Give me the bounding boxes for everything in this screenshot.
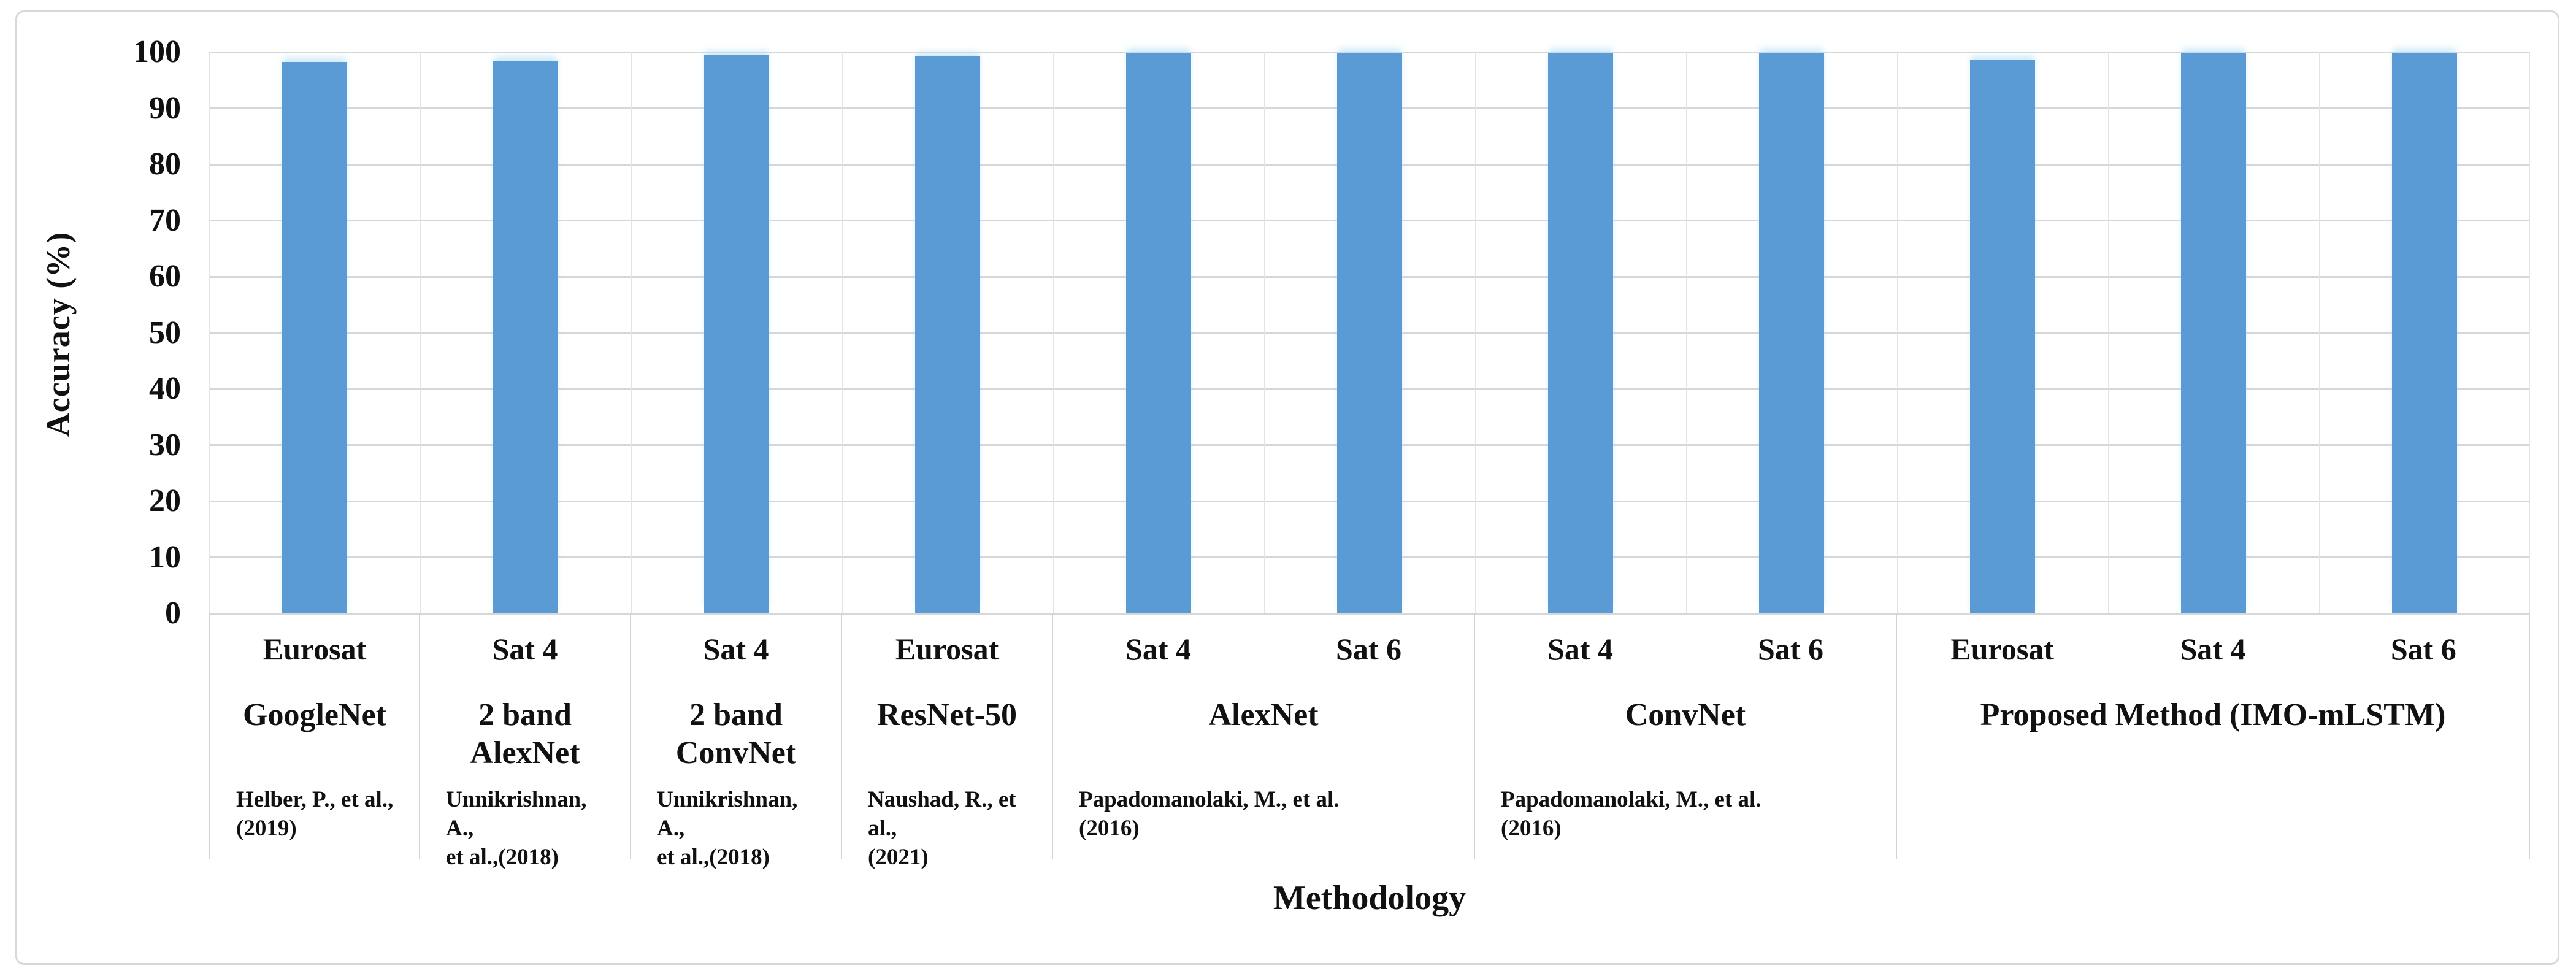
y-axis-tick-label: 60 (149, 259, 181, 294)
method-label: ConvNet (1625, 697, 1746, 732)
x-axis-title: Methodology (1273, 879, 1466, 917)
vertical-gridline (842, 52, 843, 613)
bar-sat4-convnet (1548, 52, 1613, 613)
dataset-label: Sat 4 (1547, 632, 1613, 666)
y-axis-tick-label: 50 (149, 315, 181, 350)
dataset-label: Sat 6 (2390, 632, 2456, 666)
citation-label: Papadomanolaki, M., et al. (2016) (1079, 787, 1340, 841)
dataset-label-row: Eurosat Sat 4 Sat 6 (1897, 632, 2529, 684)
vertical-gridline (631, 52, 632, 613)
y-axis-tick-label: 0 (165, 596, 181, 631)
vertical-gridline (2319, 52, 2320, 613)
method-label: 2 band AlexNet (470, 697, 580, 770)
vertical-gridline (209, 52, 210, 613)
dataset-label-row: Sat 4 (631, 632, 841, 684)
category-group: Eurosat GoogleNet Helber, P., et al., (2019… (209, 613, 420, 859)
citation-label: Naushad, R., et al., (2021) (868, 787, 1016, 870)
dataset-label: Sat 4 (1125, 632, 1191, 666)
y-axis-tick-label: 20 (149, 483, 181, 518)
plot-area (209, 51, 2530, 615)
dataset-label: Eurosat (263, 632, 367, 666)
vertical-gridline (1264, 52, 1265, 613)
vertical-gridline (1475, 52, 1476, 613)
method-label: 2 band ConvNet (675, 697, 797, 770)
y-axis-tick-label: 70 (149, 202, 181, 238)
dataset-label-row: Eurosat (842, 632, 1052, 684)
dataset-label-row: Eurosat (210, 632, 419, 684)
vertical-gridline (2529, 52, 2530, 613)
citation-label: Helber, P., et al., (2019) (236, 787, 394, 841)
y-axis-tick-label: 100 (133, 34, 181, 69)
vertical-gridline (1897, 52, 1898, 613)
dataset-label-row: Sat 4 Sat 6 (1475, 632, 1896, 684)
category-group: Sat 4 Sat 6 AlexNet Papadomanolaki, M., et … (1053, 613, 1475, 859)
category-group: Eurosat Sat 4 Sat 6 Proposed Method (IMO-mL… (1897, 613, 2530, 859)
citation-label: Unnikrishnan, A., et al.,(2018) (446, 787, 587, 870)
bar-eurosat-resnet-50 (915, 56, 980, 613)
method-label: Proposed Method (IMO-mLSTM) (1980, 697, 2446, 732)
horizontal-gridline (209, 612, 2530, 615)
dataset-label: Sat 6 (1336, 632, 1401, 666)
y-axis-tick-label: 10 (149, 539, 181, 575)
y-axis-tick-label: 80 (149, 147, 181, 182)
bar-eurosat-googlenet (282, 62, 347, 613)
category-group: Eurosat ResNet-50 Naushad, R., et al., (202… (842, 613, 1053, 870)
x-axis-label-area: Eurosat GoogleNet Helber, P., et al., (2019… (209, 613, 2530, 870)
dataset-label: Sat 4 (2180, 632, 2246, 666)
citation-label: Papadomanolaki, M., et al. (2016) (1501, 787, 1761, 841)
vertical-gridline (1686, 52, 1687, 613)
bar-sat4-alexnet (1126, 52, 1191, 613)
dataset-label: Sat 6 (1758, 632, 1823, 666)
y-axis-tick-label: 90 (149, 90, 181, 126)
dataset-label: Sat 4 (703, 632, 769, 666)
bar-sat6-alexnet (1337, 52, 1402, 613)
bar-sat4-2-band-alexnet (493, 60, 558, 613)
horizontal-gridline (209, 51, 2530, 53)
category-group: Sat 4 2 band ConvNet Unnikrishnan, A., et al… (631, 613, 842, 870)
y-axis-tick-label: 30 (149, 427, 181, 463)
citation-label: Unnikrishnan, A., et al.,(2018) (657, 787, 798, 870)
method-label: ResNet-50 (876, 697, 1018, 732)
bar-sat6-convnet (1759, 52, 1824, 613)
vertical-gridline (1053, 52, 1054, 613)
vertical-gridline (2108, 52, 2109, 613)
bar-sat6-proposed-method-imo-mlstm- (2392, 52, 2457, 613)
bar-sat4-2-band-convnet (704, 55, 769, 613)
method-label: AlexNet (1208, 697, 1319, 732)
dataset-label: Eurosat (1950, 632, 2054, 666)
vertical-gridline (420, 52, 421, 613)
dataset-label: Sat 4 (492, 632, 558, 666)
y-axis-tick-label: 40 (149, 371, 181, 406)
category-group: Sat 4 2 band AlexNet Unnikrishnan, A., et al… (420, 613, 631, 870)
dataset-label: Eurosat (895, 632, 999, 666)
dataset-label-row: Sat 4 (420, 632, 630, 684)
method-label: GoogleNet (243, 697, 386, 732)
dataset-label-row: Sat 4 Sat 6 (1053, 632, 1474, 684)
category-group: Sat 4 Sat 6 ConvNet Papadomanolaki, M., et … (1475, 613, 1897, 859)
bar-sat4-proposed-method-imo-mlstm- (2181, 52, 2246, 613)
bar-eurosat-proposed-method-imo-mlstm- (1970, 60, 2035, 613)
